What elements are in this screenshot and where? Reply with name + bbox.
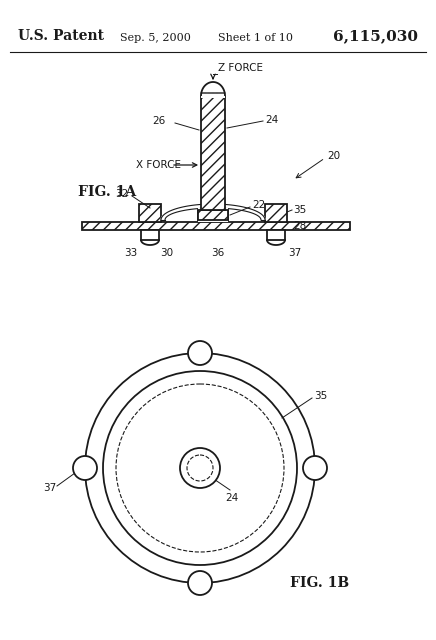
Polygon shape <box>201 96 225 210</box>
Text: 24: 24 <box>225 493 238 503</box>
Bar <box>198 208 228 222</box>
Text: 35: 35 <box>293 205 306 215</box>
Text: Z FORCE: Z FORCE <box>218 63 263 73</box>
Text: U.S. Patent: U.S. Patent <box>18 29 104 43</box>
Text: 37: 37 <box>288 248 302 258</box>
Text: 32: 32 <box>115 189 128 199</box>
Polygon shape <box>82 222 350 230</box>
Polygon shape <box>198 210 228 220</box>
Text: 26: 26 <box>152 116 165 126</box>
Circle shape <box>73 456 97 480</box>
Text: X FORCE: X FORCE <box>136 160 181 170</box>
Text: 6,115,030: 6,115,030 <box>333 29 418 43</box>
Text: 36: 36 <box>211 248 225 258</box>
Bar <box>267 230 285 240</box>
Circle shape <box>180 448 220 488</box>
Text: 30: 30 <box>160 248 174 258</box>
Circle shape <box>188 341 212 365</box>
Polygon shape <box>161 204 265 220</box>
Polygon shape <box>201 82 225 96</box>
Text: 22: 22 <box>252 200 265 210</box>
Circle shape <box>85 353 315 583</box>
Circle shape <box>303 456 327 480</box>
Bar <box>141 230 159 240</box>
Polygon shape <box>198 210 228 220</box>
Text: 24: 24 <box>265 115 278 125</box>
Polygon shape <box>265 204 287 222</box>
Text: Sep. 5, 2000: Sep. 5, 2000 <box>119 33 191 43</box>
Text: Sheet 1 of 10: Sheet 1 of 10 <box>218 33 293 43</box>
Text: 20: 20 <box>327 151 340 161</box>
Circle shape <box>188 571 212 595</box>
Text: 28: 28 <box>293 221 306 231</box>
Text: FIG. 1A: FIG. 1A <box>78 185 136 199</box>
Text: 37: 37 <box>43 483 56 493</box>
Polygon shape <box>139 204 161 222</box>
Circle shape <box>103 371 297 565</box>
Text: 33: 33 <box>124 248 138 258</box>
Text: 35: 35 <box>314 391 327 401</box>
Bar <box>201 96 225 98</box>
Text: FIG. 1B: FIG. 1B <box>290 576 349 590</box>
